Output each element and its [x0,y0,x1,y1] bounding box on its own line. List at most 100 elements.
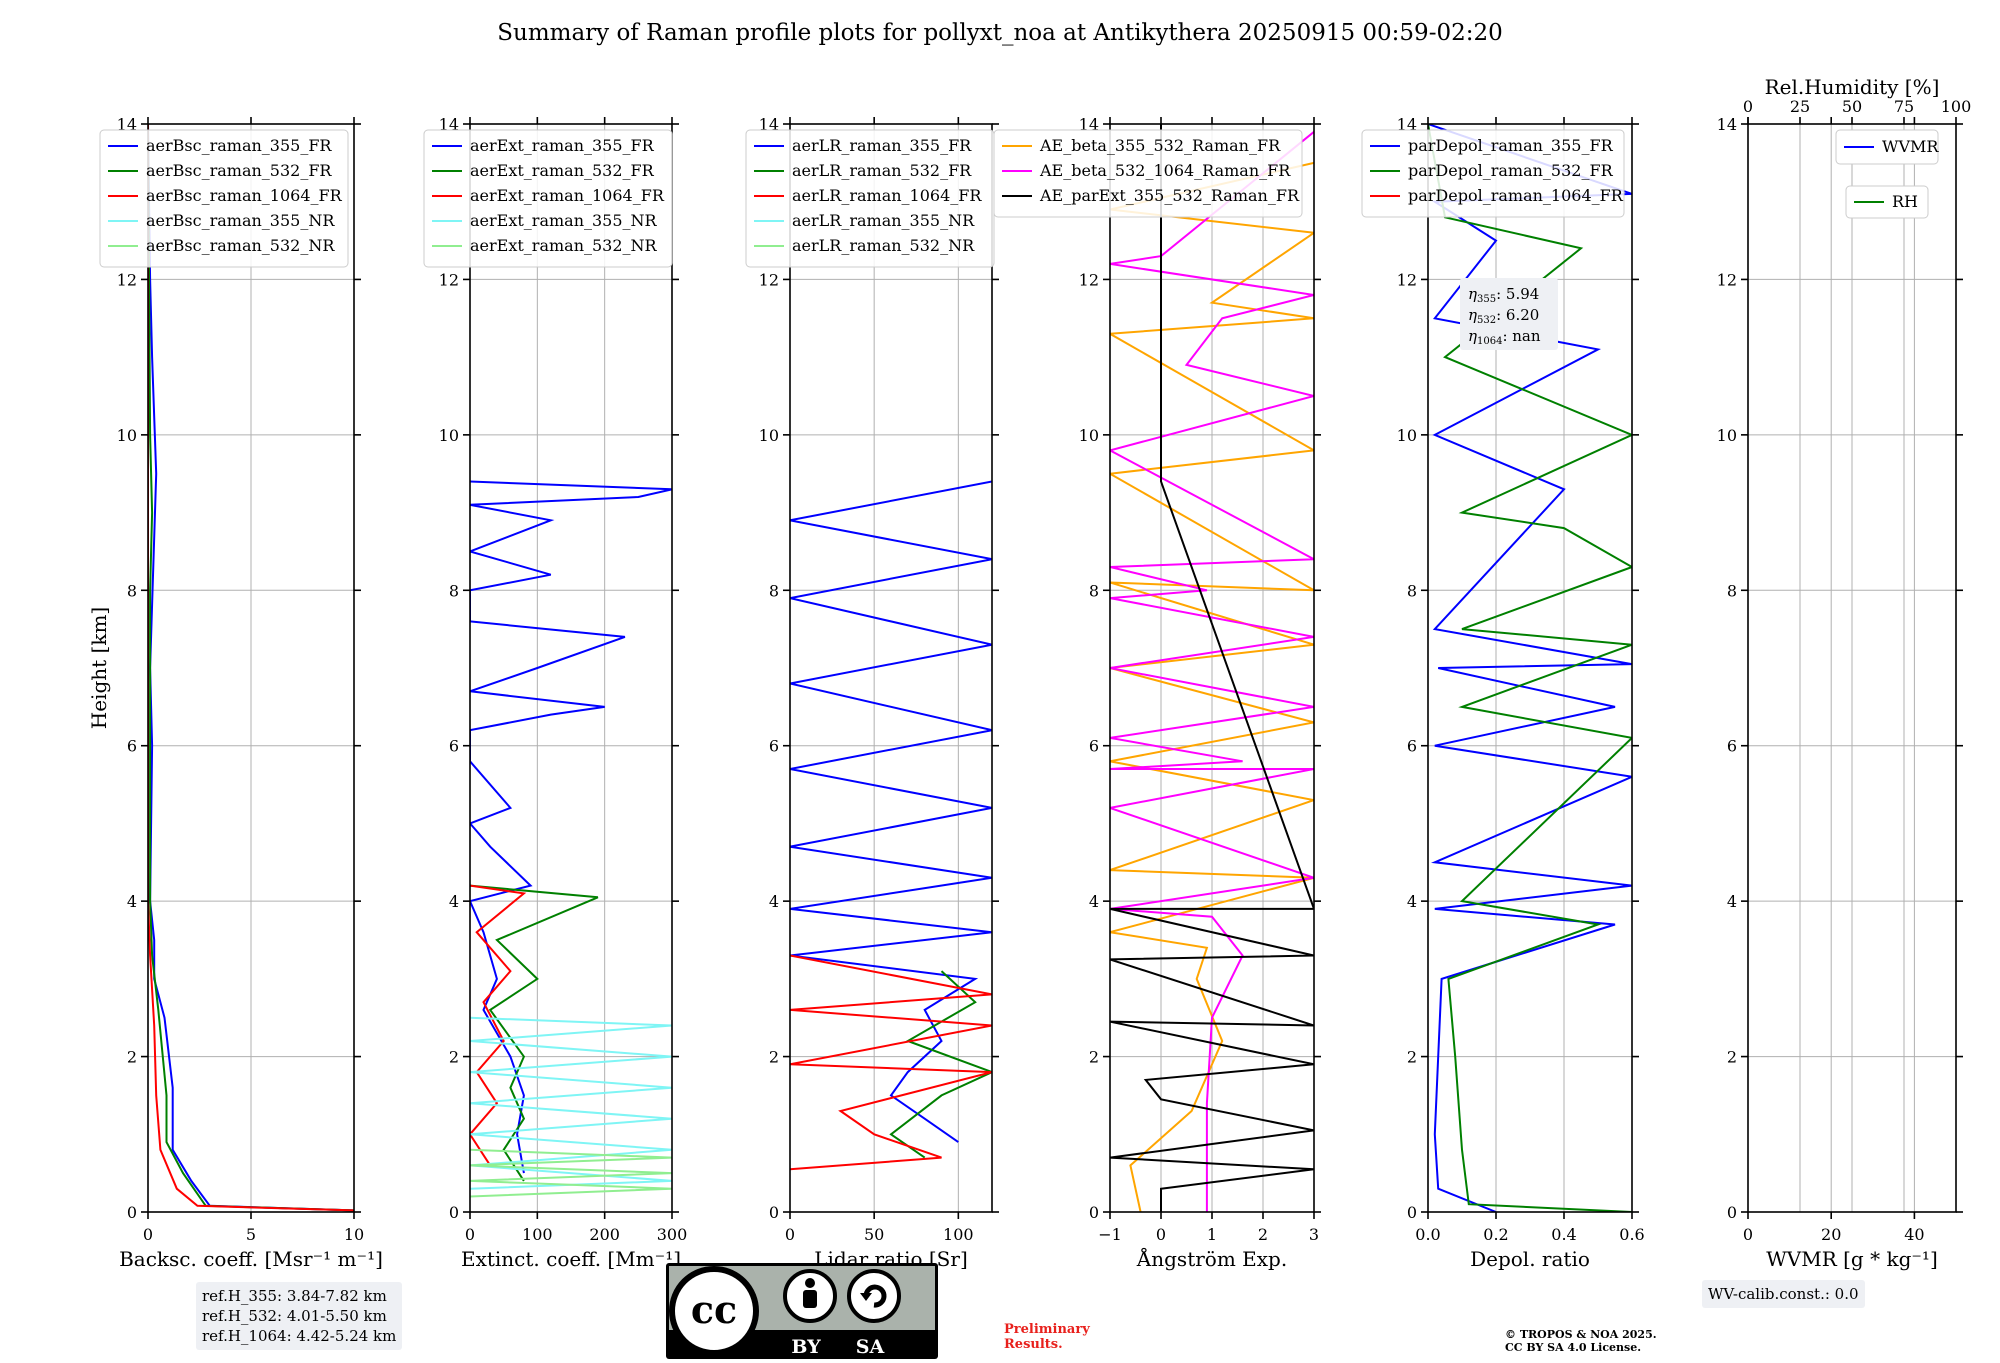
ref-height-355: ref.H_355: 3.84-7.82 km [202,1287,387,1305]
x-axis-label: Extinct. coeff. [Mm⁻¹] [461,1247,681,1271]
x-axis-label: Ångström Exp. [1136,1246,1287,1271]
ref-height-532: ref.H_532: 4.01-5.50 km [202,1307,387,1325]
legend-label: aerExt_raman_355_NR [470,211,658,230]
y-tick-label: 2 [127,1048,137,1067]
y-tick-label: 4 [769,892,779,911]
y-tick-label: 12 [1397,270,1417,289]
series-line-AE_beta_532_1064_Raman_FR [1110,131,1314,1212]
y-tick-label: 14 [1397,115,1417,134]
y-tick-label: 6 [1407,737,1417,756]
series-line-parDepol_raman_532_FR [1428,124,1632,1212]
y-tick-label: 0 [1407,1203,1417,1222]
copyright-notice: © TROPOS & NOA 2025. CC BY SA 4.0 Licens… [1505,1328,1657,1354]
x-tick-label: 100 [943,1225,974,1244]
axes-frame [789,123,993,1213]
y-tick-label: 10 [1079,426,1099,445]
legend-label: aerLR_raman_355_NR [792,211,975,230]
legend-label: parDepol_raman_1064_FR [1408,186,1624,205]
y-tick-label: 14 [117,115,137,134]
legend-box [423,129,673,268]
wv-calibration-text: WV-calib.const.: 0.0 [1708,1285,1859,1303]
legend: AE_beta_355_532_Raman_FR AE_beta_532_1064… [993,129,1303,218]
x-tick-label: 0 [785,1225,795,1244]
series-line-aerLR_raman_532_FR [889,970,992,1159]
ref-height-1064: ref.H_1064: 4.42-5.24 km [202,1327,397,1345]
legend: RH [1845,185,1929,219]
x-tick-label: 300 [657,1225,688,1244]
preliminary-line-1: Preliminary [1004,1322,1090,1337]
x-tick-label: 40 [1904,1225,1924,1244]
y-tick-label: 12 [1079,270,1099,289]
y-tick-label: 14 [439,115,459,134]
y-tick-label: 0 [769,1203,779,1222]
x2-tick-label: 75 [1894,97,1914,116]
cc-license-badge: cc BY SA [666,1263,938,1359]
y-tick-label: 6 [1727,737,1737,756]
y-tick-label: 12 [117,270,137,289]
eta-row-532: η532: 6.20 [1468,306,1539,326]
copyright-line-1: © TROPOS & NOA 2025. [1505,1328,1657,1341]
y-tick-label: 2 [449,1048,459,1067]
figure-title: Summary of Raman profile plots for polly… [497,20,1503,46]
legend-label: AE_beta_355_532_Raman_FR [1039,136,1281,155]
legend-label: aerBsc_raman_532_FR [146,161,332,180]
y-tick-label: 8 [1089,581,1099,600]
y-tick-label: 4 [1089,892,1099,911]
legend-label: aerExt_raman_1064_FR [470,186,665,205]
eta-row-1064: η1064: nan [1468,327,1541,347]
x-tick-label: 0 [1156,1225,1166,1244]
legend-label: parDepol_raman_532_FR [1408,161,1614,180]
x-tick-label: 200 [589,1225,620,1244]
x-tick-label: 20 [1821,1225,1841,1244]
x-tick-label: 3 [1309,1225,1319,1244]
y-tick-label: 8 [1407,581,1417,600]
x2-tick-label: 25 [1790,97,1810,116]
series-line-aerBsc_raman_355_FR [148,124,354,1212]
legend-label: aerLR_raman_532_NR [792,236,975,255]
x-tick-label: 0.6 [1619,1225,1644,1244]
series-line-aerLR_raman_1064_FR [790,954,992,1171]
legend-label: aerLR_raman_532_FR [792,161,972,180]
x-tick-label: 0.0 [1415,1225,1440,1244]
legend-label: aerBsc_raman_355_FR [146,136,332,155]
wv-calibration-box: WV-calib.const.: 0.0 [1702,1280,1865,1308]
cc-text: cc [691,1287,737,1332]
y-tick-label: 12 [439,270,459,289]
x-tick-label: 100 [522,1225,553,1244]
eta-row-355: η355: 5.94 [1468,285,1539,305]
legend-box [99,129,349,268]
y-tick-label: 8 [449,581,459,600]
legend-box [1361,129,1625,218]
y-tick-label: 0 [127,1203,137,1222]
y-tick-label: 10 [1717,426,1737,445]
reference-height-box: ref.H_355: 3.84-7.82 km ref.H_532: 4.01-… [196,1282,403,1350]
legend: parDepol_raman_355_FR parDepol_raman_532_… [1361,129,1625,218]
y-tick-label: 4 [1407,892,1417,911]
y-tick-label: 6 [449,737,459,756]
legend: aerBsc_raman_355_FR aerBsc_raman_532_FRae… [99,129,349,268]
y-tick-label: 12 [759,270,779,289]
legend-box [1835,129,1939,165]
y-tick-label: 2 [769,1048,779,1067]
x-tick-label: −1 [1098,1225,1122,1244]
y-tick-label: 10 [439,426,459,445]
sa-text: SA [856,1336,885,1358]
legend-label: aerExt_raman_532_FR [470,161,655,180]
axes-frame [1427,123,1633,1213]
x2-tick-label: 100 [1941,97,1972,116]
y-tick-label: 0 [1727,1203,1737,1222]
y-tick-label: 8 [127,581,137,600]
series-line-aerLR_raman_355_FR [790,480,992,1143]
x-tick-label: 2 [1258,1225,1268,1244]
x-tick-label: 0 [1743,1225,1753,1244]
y-tick-label: 4 [127,892,137,911]
y-tick-label: 6 [1089,737,1099,756]
panel-1: 0 5 10 0 2 4 6 8 10 12 14 Backsc. coeff. [Msr⁻¹ m⁻¹… [87,115,383,1271]
x2-tick-label: 0 [1743,97,1753,116]
preliminary-notice: Preliminary Results. [1004,1322,1090,1352]
x-axis-label: Depol. ratio [1470,1247,1590,1271]
series-line-AE_parExt_355_532_Raman_FR [1110,124,1314,1212]
